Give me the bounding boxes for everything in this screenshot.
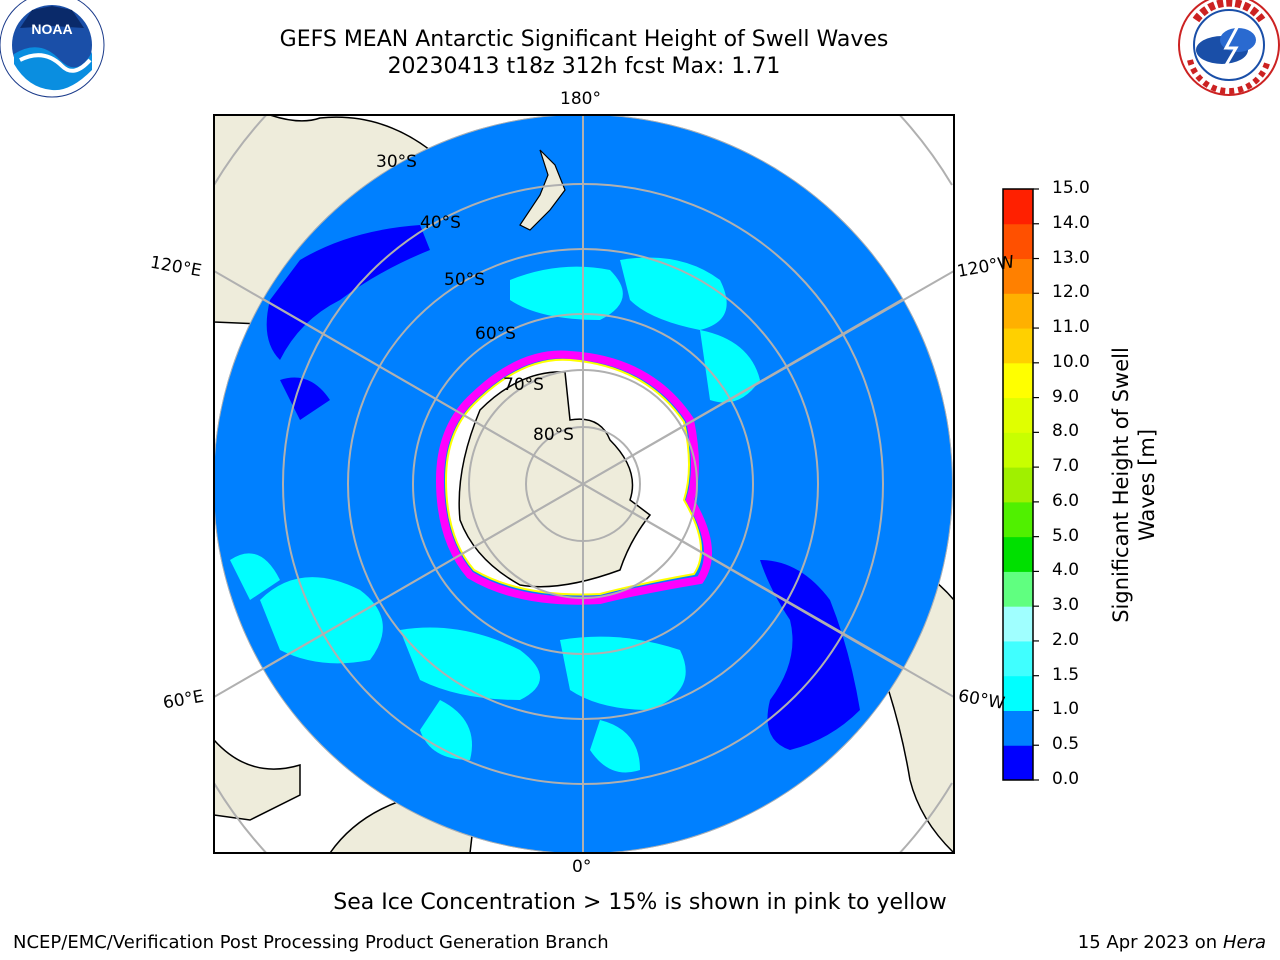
footer-date: 15 Apr 2023 on [1077,932,1223,953]
colorbar-tick-label: 9.0 [1052,386,1080,407]
colorbar-tick-label: 3.0 [1052,595,1080,616]
colorbar-label-line2: Waves [m] [1135,428,1159,542]
footer-host: Hera [1222,932,1266,953]
colorbar-tick-label: 12.0 [1052,282,1090,303]
colorbar [1003,189,1033,781]
footer-left: NCEP/EMC/Verification Post Processing Pr… [13,932,609,953]
colorbar-frame [1002,188,1034,781]
land-africa [214,738,301,821]
lat-label-70s: 70°S [503,375,544,395]
colorbar-segment [1003,258,1033,294]
colorbar-tick-label: 6.0 [1052,490,1080,511]
sea-ice-note: Sea Ice Concentration > 15% is shown in … [333,890,947,915]
colorbar-tick-label: 10.0 [1052,351,1090,372]
swell-low-region [266,225,430,360]
colorbar-tick-label: 2.0 [1052,629,1080,650]
colorbar-label-line1: Significant Height of Swell [1109,347,1133,623]
colorbar-segment [1003,397,1033,433]
colorbar-tick-label: 4.0 [1052,560,1080,581]
lat-label-40s: 40°S [420,213,461,233]
colorbar-segment [1003,745,1033,781]
chart-title: GEFS MEAN Antarctic Significant Height o… [279,27,889,52]
land-antarctica [458,371,652,588]
colorbar-segment [1003,640,1033,677]
colorbar-tick-label: 14.0 [1052,212,1090,233]
chart-subtitle: 20230413 t18z 312h fcst Max: 1.71 [387,54,781,79]
lat-label-80s: 80°S [533,425,574,445]
sea-ice-edge [435,350,712,605]
land-new-zealand [519,149,566,231]
colorbar-segment [1003,675,1033,711]
colorbar-tick-label: 0.5 [1052,734,1080,755]
colorbar-tick-label: 1.5 [1052,664,1080,685]
colorbar-segment [1003,467,1033,503]
noaa-logo-icon: NOAA [0,0,105,98]
colorbar-tick-label: 8.0 [1052,421,1080,442]
colorbar-segment [1003,536,1033,572]
colorbar-tick-label: 13.0 [1052,247,1090,268]
lat-label-50s: 50°S [444,270,485,290]
nws-logo-icon [1178,0,1280,96]
lon-label-180: 180° [560,89,601,109]
colorbar-segment [1003,293,1033,329]
colorbar-segment [1003,362,1033,399]
colorbar-segment [1003,710,1033,746]
swell-mid-region [260,577,383,664]
colorbar-tick-label: 0.0 [1052,769,1080,789]
colorbar-tick-label: 15.0 [1052,178,1090,198]
colorbar-segment [1003,432,1033,468]
lat-label-30s: 30°S [376,152,417,172]
colorbar-segment [1003,223,1033,260]
lon-label-0: 0° [572,857,592,877]
map-frame [213,114,955,854]
colorbar-segment [1003,606,1033,642]
colorbar-tick-label: 7.0 [1052,456,1080,477]
map-area [214,115,954,853]
colorbar-segment [1003,571,1033,607]
lat-label-60s: 60°S [475,324,516,344]
colorbar-segment [1003,189,1033,225]
colorbar-tick-label: 1.0 [1052,699,1080,720]
footer-right: 15 Apr 2023 on Hera [1078,932,1266,953]
colorbar-tick-label: 11.0 [1052,317,1090,338]
colorbar-tick-label: 5.0 [1052,525,1080,546]
noaa-logo-text: NOAA [31,21,72,37]
colorbar-segment [1003,328,1033,364]
colorbar-segment [1003,501,1033,538]
